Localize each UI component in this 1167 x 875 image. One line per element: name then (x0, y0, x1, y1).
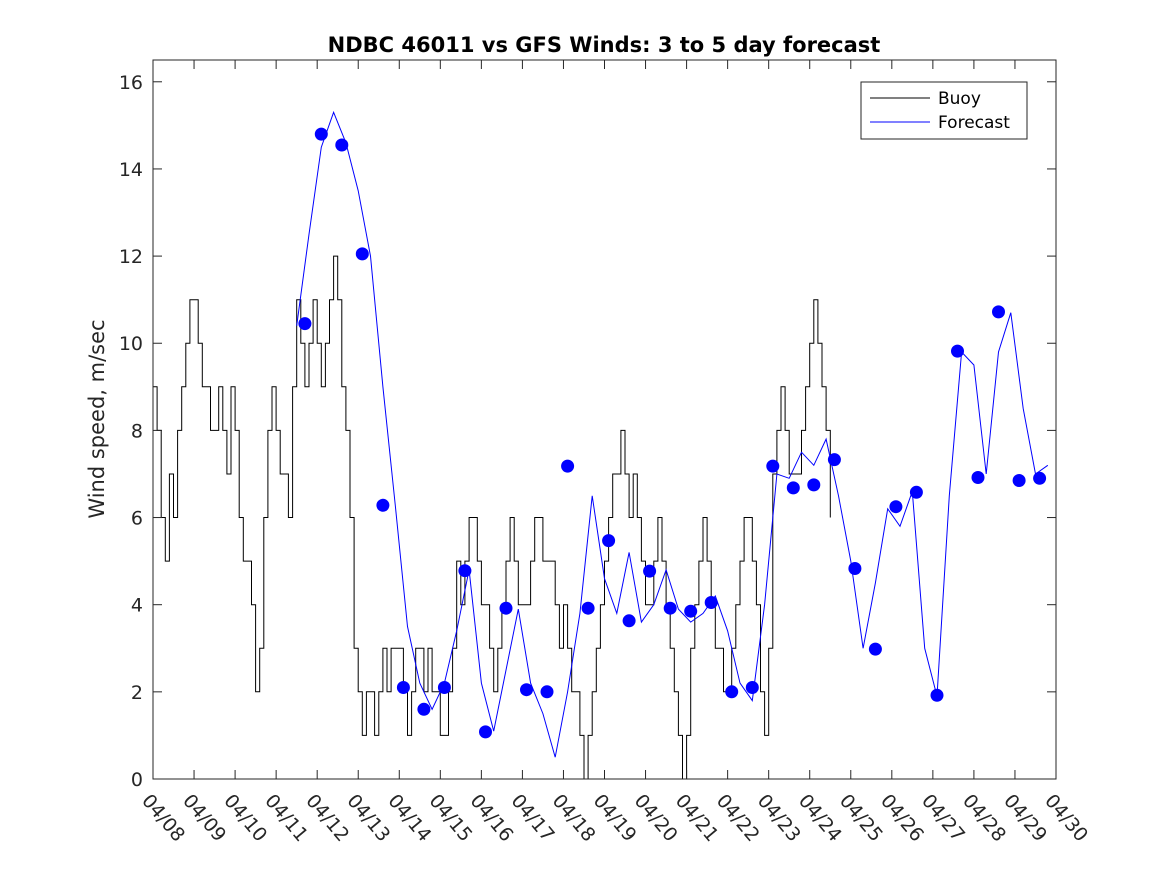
forecast-marker (561, 459, 575, 473)
x-tick-label: 04/23 (753, 790, 805, 846)
forecast-marker (622, 614, 636, 628)
chart-title: NDBC 46011 vs GFS Winds: 3 to 5 day fore… (328, 33, 881, 57)
forecast-marker (930, 688, 944, 702)
forecast-marker (396, 681, 410, 694)
series-line-buoy (153, 255, 831, 780)
x-tick-label: 04/27 (917, 790, 969, 846)
x-tick-label: 04/09 (178, 790, 230, 846)
forecast-marker (602, 534, 616, 548)
forecast-marker (298, 317, 312, 331)
forecast-marker (889, 500, 903, 514)
forecast-marker (376, 498, 390, 512)
forecast-marker (971, 471, 985, 484)
legend: Buoy Forecast (860, 81, 1028, 140)
forecast-marker (355, 247, 369, 261)
y-tick-label: 12 (119, 246, 143, 268)
x-tick-label: 04/19 (589, 790, 641, 846)
y-tick-label: 4 (131, 595, 143, 617)
x-tick-label: 04/28 (958, 790, 1010, 846)
x-tick-label: 04/17 (507, 790, 559, 846)
x-tick-label: 04/13 (342, 790, 394, 846)
x-tick-label: 04/11 (260, 790, 312, 846)
plot-area-frame (152, 59, 1057, 780)
forecast-marker (417, 702, 431, 716)
legend-label-forecast: Forecast (938, 113, 1010, 133)
forecast-marker (1012, 474, 1026, 487)
forecast-marker (704, 596, 718, 609)
forecast-marker (766, 459, 780, 473)
x-tick-label: 04/22 (712, 790, 764, 846)
forecast-marker (643, 564, 657, 578)
forecast-marker (951, 344, 964, 358)
forecast-marker (786, 481, 800, 495)
y-tick-label: 10 (119, 333, 143, 355)
y-tick-label: 14 (119, 159, 143, 181)
forecast-marker (725, 685, 739, 699)
forecast-marker (335, 138, 349, 152)
forecast-marker (684, 604, 698, 618)
y-tick-label: 6 (131, 508, 143, 530)
x-tick-label: 04/21 (671, 790, 723, 846)
forecast-marker (827, 453, 841, 467)
plot-series (153, 110, 1049, 780)
forecast-marker (745, 681, 759, 694)
forecast-marker (868, 642, 882, 656)
x-tick-label: 04/20 (630, 790, 682, 846)
x-tick-label: 04/14 (383, 790, 435, 846)
x-tick-label: 04/15 (424, 790, 476, 846)
series-line-forecast (296, 110, 1049, 758)
x-tick-label: 04/24 (794, 790, 846, 846)
y-axis: 0 2 4 6 8 10 12 14 16 (119, 72, 1056, 791)
x-tick-label: 04/12 (301, 790, 353, 846)
forecast-markers (298, 127, 1047, 739)
forecast-marker (458, 564, 472, 578)
y-tick-label: 2 (131, 682, 143, 704)
forecast-marker (437, 681, 451, 694)
forecast-marker (1033, 471, 1047, 485)
forecast-marker (848, 562, 862, 575)
x-tick-label: 04/25 (835, 790, 887, 846)
forecast-marker (807, 478, 821, 492)
x-tick-label: 04/08 (137, 790, 189, 846)
forecast-marker (479, 725, 492, 739)
x-tick-label: 04/26 (876, 790, 928, 846)
forecast-marker (520, 683, 533, 697)
forecast-marker (314, 127, 328, 141)
forecast-marker (540, 685, 554, 699)
y-tick-label: 8 (131, 420, 143, 442)
forecast-marker (909, 485, 923, 499)
legend-label-buoy: Buoy (938, 89, 981, 109)
y-tick-label: 0 (131, 769, 143, 791)
forecast-marker (581, 601, 595, 615)
y-tick-label: 16 (119, 72, 143, 94)
x-tick-label: 04/30 (1040, 790, 1092, 846)
forecast-marker (663, 601, 677, 615)
x-tick-label: 04/10 (219, 790, 271, 846)
x-tick-label: 04/18 (548, 790, 600, 846)
forecast-marker (499, 601, 513, 615)
x-tick-label: 04/29 (999, 790, 1051, 846)
legend-box (860, 81, 1028, 140)
y-axis-label: Wind speed, m/sec (85, 319, 109, 518)
x-tick-label: 04/16 (466, 790, 518, 846)
forecast-marker (992, 305, 1005, 319)
